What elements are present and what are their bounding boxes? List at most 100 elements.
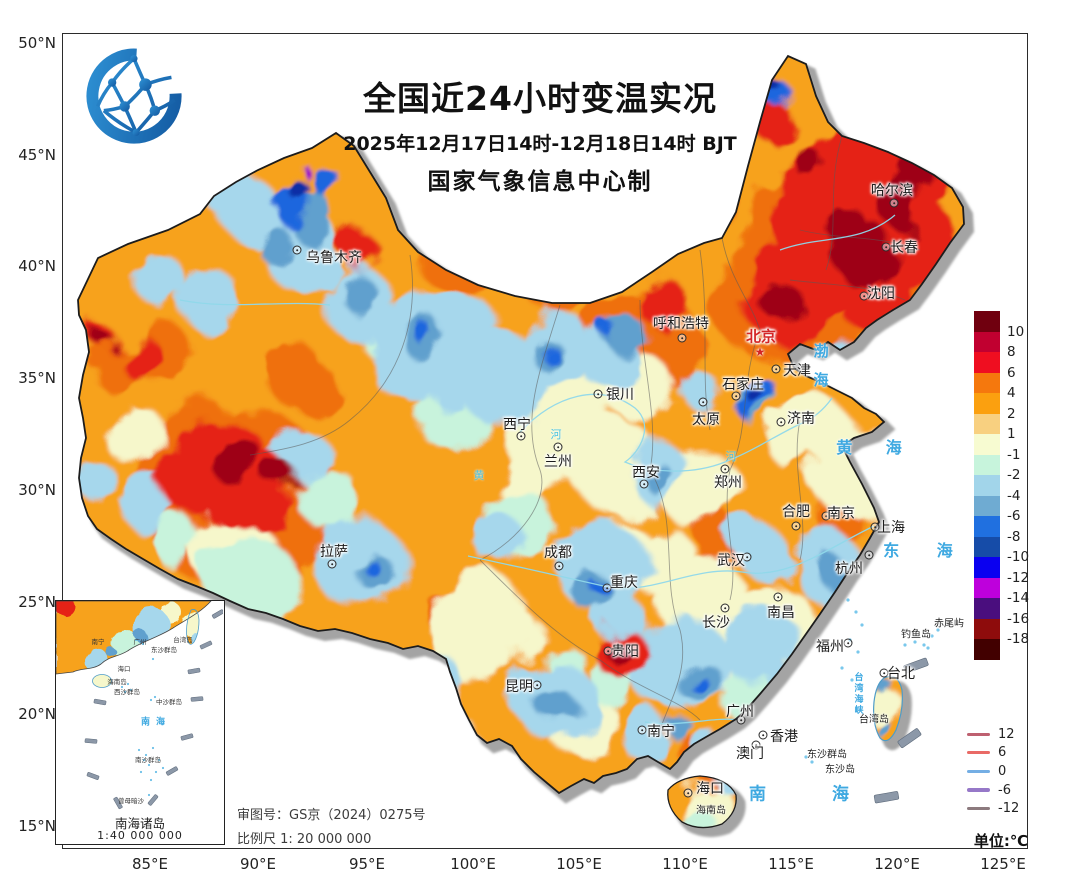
city-label: 郑州: [714, 475, 742, 491]
city-label: 天津: [783, 363, 811, 379]
city-label: 杭州: [835, 561, 863, 577]
lon-tick-label: 100°E: [450, 855, 496, 873]
contour-line-legend: 12 6 0 -6 -12: [967, 725, 1019, 818]
colorbar-tick-label: 10: [1007, 323, 1025, 340]
colorbar-cell: [974, 536, 1000, 557]
city-marker: [742, 552, 752, 562]
lat-tick-label: 30°N: [18, 481, 56, 499]
city-label: 太原: [692, 412, 720, 428]
nine-dash-line: [873, 657, 929, 804]
city-label: 北京: [745, 327, 777, 346]
contour-legend-row: -12: [967, 799, 1019, 818]
sea-label: 南 海: [749, 784, 879, 805]
colorbar-tick-label: -18: [1007, 631, 1030, 647]
colorbar-tick-label: 4: [1007, 385, 1016, 401]
city-marker: [736, 715, 746, 725]
city-marker: [593, 389, 603, 399]
contour-legend-row: -6: [967, 781, 1019, 800]
city-marker: [791, 521, 801, 531]
city-label: 石家庄: [722, 377, 764, 393]
lon-tick-label: 125°E: [980, 855, 1026, 873]
lat-tick-label: 50°N: [18, 34, 56, 52]
colorbar-cell: [974, 557, 1000, 578]
capital-star-marker: ★: [754, 345, 766, 359]
rivers: [179, 214, 896, 725]
colorbar-tick-label: 6: [1007, 364, 1016, 381]
city-marker: [602, 583, 612, 593]
lon-tick-label: 115°E: [768, 855, 814, 873]
city-label: 南昌: [767, 605, 795, 621]
city-marker: [776, 417, 786, 427]
contour-line-swatch: [967, 807, 990, 811]
colorbar-tick-label: -16: [1007, 610, 1030, 627]
city-label: 广州: [726, 704, 754, 720]
city-label: 拉萨: [320, 544, 348, 560]
lat-tick-label: 45°N: [18, 146, 56, 164]
city-label: 长沙: [702, 615, 730, 631]
contour-legend-label: -6: [998, 782, 1011, 798]
colorbar-cell: [974, 352, 1000, 373]
contour-line-swatch: [967, 788, 990, 792]
contour-line-swatch: [967, 751, 990, 755]
city-label: 南京: [827, 506, 855, 522]
city-marker: [637, 725, 647, 735]
sea-label: 台湾海峡: [852, 672, 863, 716]
scale-label: 比例尺 1: 20 000 000: [237, 832, 372, 847]
colorbar-cell: [974, 618, 1000, 639]
inset-map: [56, 601, 223, 810]
lon-tick-label: 105°E: [556, 855, 602, 873]
city-marker: [859, 291, 869, 301]
island-label: 钓鱼岛: [901, 629, 931, 641]
city-marker: [683, 788, 693, 798]
city-label: 台北: [887, 666, 915, 682]
colorbar-tick-label: -8: [1007, 528, 1021, 545]
city-marker: [881, 242, 891, 252]
colorbar-tick-label: -14: [1007, 590, 1030, 606]
colorbar-tick-label: 1: [1007, 426, 1016, 442]
colorbar-tick-label: -6: [1007, 508, 1021, 524]
nmic-globe-network-logo: [80, 42, 188, 146]
lon-tick-label: 90°E: [239, 855, 277, 873]
review-number: 审图号：GS京（2024）0275号: [237, 808, 426, 823]
island-label: 东沙岛: [825, 764, 855, 776]
city-marker: [532, 680, 542, 690]
south-china-sea-inset: 南宁 广州 海口 海南岛 东沙群岛 台湾岛 西沙群岛 中沙群岛 南海 南沙群岛 曾母暗沙 南海诸岛 …: [55, 600, 225, 845]
inset-label: 西沙群岛: [114, 688, 140, 696]
city-marker: [292, 245, 302, 255]
colorbar-tick-label: -4: [1007, 487, 1021, 504]
colorbar-tick-label: -2: [1007, 467, 1021, 483]
inset-title: 南海诸岛: [114, 816, 165, 831]
city-label: 武汉: [717, 553, 745, 569]
city-label: 兰州: [544, 454, 572, 470]
city-label: 乌鲁木齐: [306, 250, 362, 266]
city-marker: [870, 522, 880, 532]
river-label: 河: [550, 428, 562, 441]
inset-label: 南海: [140, 717, 172, 728]
sea-label: 渤海: [811, 343, 830, 401]
city-marker: [864, 550, 874, 560]
city-marker: [720, 603, 730, 613]
colorbar-cell: [974, 311, 1000, 332]
sea-label: 黄 海: [836, 438, 916, 457]
river-label: 黄: [473, 469, 485, 482]
city-label: 贵阳: [611, 644, 639, 660]
map-notes: 审图号：GS京（2024）0275号 比例尺 1: 20 000 000: [237, 804, 426, 852]
contour-legend-label: -12: [998, 801, 1020, 817]
inset-scale: 1:40 000 000: [97, 829, 183, 842]
colorbar-cell: [974, 372, 1000, 393]
city-label: 昆明: [505, 679, 533, 695]
city-label: 南宁: [647, 724, 675, 740]
inset-label: 中沙群岛: [156, 698, 182, 706]
island-label: 东沙群岛: [807, 749, 847, 761]
colorbar-cell: [974, 495, 1000, 516]
city-marker: [751, 740, 761, 750]
lon-tick-label: 110°E: [662, 855, 708, 873]
city-marker: [773, 592, 783, 602]
unit-label: 单位:℃: [973, 832, 1028, 850]
lon-tick-label: 95°E: [348, 855, 386, 873]
contour-legend-row: 6: [967, 744, 1019, 763]
city-marker: [889, 198, 899, 208]
city-marker: [639, 479, 649, 489]
city-marker: [843, 638, 853, 648]
